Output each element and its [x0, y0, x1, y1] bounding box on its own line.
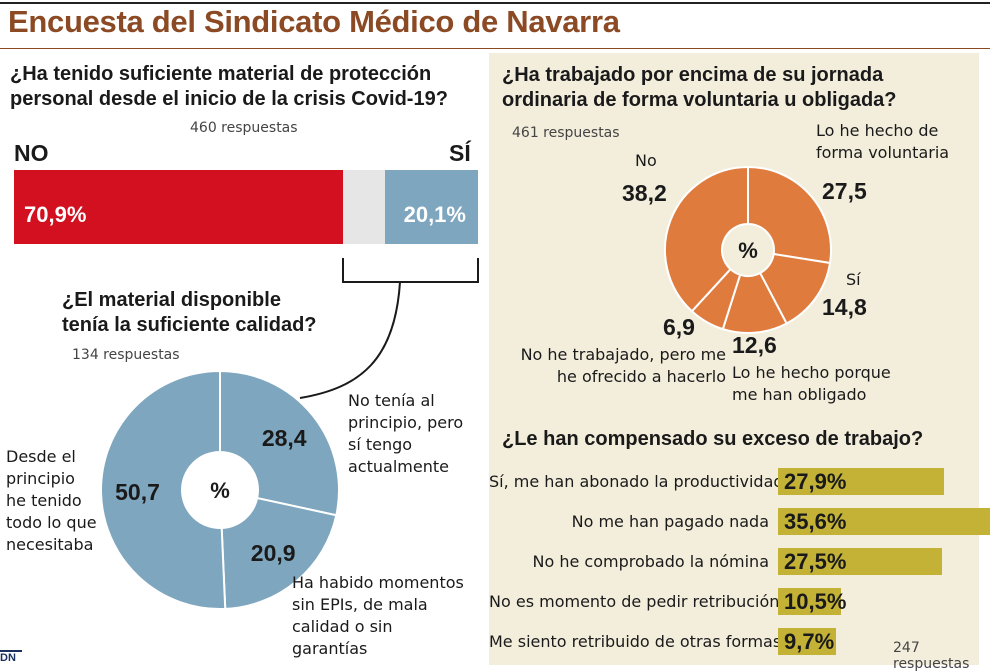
- q1-title-line2: personal desde el inicio de la crisis Co…: [10, 88, 448, 110]
- q3-label-obl-line: Lo he hecho porque: [732, 363, 891, 382]
- q4-value-label: 27,9%: [784, 469, 847, 494]
- q3-slice: [664, 166, 749, 313]
- q2-value-label: 20,9: [251, 540, 296, 566]
- q2-label-a-line: todo lo que: [6, 513, 97, 532]
- q3-label-vol-line: Lo he hecho de: [816, 121, 939, 140]
- q3-label-notrab-line: No he trabajado, pero me: [520, 345, 726, 364]
- q2-label-a-line: necesitaba: [6, 535, 94, 554]
- q4-value-label: 27,5%: [784, 549, 847, 574]
- q1-bracket-connector: [299, 258, 479, 399]
- q4-bar-chart: Sí, me han abonado la productividad 27,9%…: [489, 460, 990, 660]
- q2-label-c-line: Ha habido momentos: [292, 573, 464, 592]
- q1-bar-remainder: [342, 170, 385, 244]
- q3-value-obl: 12,6: [732, 332, 777, 358]
- q4-value-label: 9,7%: [784, 629, 835, 654]
- q4-value-label: 10,5%: [784, 589, 847, 614]
- q4-category-label: Me siento retribuido de otras formas: [489, 632, 782, 651]
- q3-label-vol-line: forma voluntaria: [816, 143, 950, 162]
- q3-label-si: Sí: [846, 270, 861, 289]
- q3-donut-chart: %: [664, 166, 832, 334]
- q3-title-line2: ordinaria de forma voluntaria u obligada…: [502, 89, 897, 111]
- q3-label-no: No: [635, 151, 657, 170]
- q3-center-label: %: [738, 238, 758, 263]
- q3-label-notrab-line: he ofrecido a hacerlo: [556, 367, 726, 386]
- q1-stacked-bar: 70,9% 20,1%: [14, 170, 478, 244]
- top-rule: [0, 2, 990, 4]
- q4-category-label: Sí, me han abonado la productividad: [489, 472, 784, 491]
- q2-responses: 134 respuestas: [72, 347, 180, 363]
- q4-title: ¿Le han compensado su exceso de trabajo?: [502, 428, 924, 450]
- q1-bar-no: 70,9%: [14, 170, 343, 244]
- q3-label-obl: Lo he hecho porque me han obligado: [732, 362, 891, 406]
- title-rule: [0, 48, 990, 49]
- q2-label-b-line: sí tengo: [348, 435, 413, 454]
- q1-responses: 460 respuestas: [190, 120, 298, 136]
- q2-center-label: %: [210, 478, 230, 503]
- q2-label-c: Ha habido momentos sin EPIs, de mala cal…: [292, 572, 464, 660]
- q2-slice: [100, 370, 227, 610]
- q3-value-si: 14,8: [822, 294, 867, 320]
- dn-logo: DN: [0, 650, 22, 670]
- q2-label-a-line: Desde el: [6, 447, 76, 466]
- q4-value-label: 35,6%: [784, 509, 847, 534]
- q4-bar: [778, 508, 990, 535]
- q3-label-obl-line: me han obligado: [732, 385, 867, 404]
- q2-label-c-line: calidad o sin: [292, 617, 393, 636]
- q2-label-c-line: garantías: [292, 639, 368, 658]
- q2-title-line1: ¿El material disponible: [62, 289, 281, 311]
- q3-value-notrab: 6,9: [663, 314, 695, 340]
- q4-bar: [778, 628, 836, 655]
- q2-label-c-line: sin EPIs, de mala: [292, 595, 428, 614]
- q2-label-b-line: No tenía al: [348, 391, 435, 410]
- q1-no-value: 70,9%: [24, 202, 87, 227]
- q2-label-a: Desde el principio he tenido todo lo que…: [6, 446, 97, 556]
- q3-value-vol: 27,5: [822, 178, 867, 204]
- q2-title-line2: tenía la suficiente calidad?: [62, 314, 317, 336]
- q1-no-label: NO: [14, 140, 49, 166]
- q4-category-label: No me han pagado nada: [571, 512, 769, 531]
- q2-label-b-line: actualmente: [348, 457, 449, 476]
- q4-bar: [778, 588, 841, 615]
- q3-title-line1: ¿Ha trabajado por encima de su jornada: [502, 64, 884, 86]
- q4-responses: 247 respuestas: [893, 640, 970, 672]
- q2-label-a-line: principio: [6, 469, 75, 488]
- q2-slice: [219, 370, 340, 517]
- q2-label-b-line: principio, pero: [348, 413, 464, 432]
- q1-title-line1: ¿Ha tenido suficiente material de protec…: [10, 63, 432, 85]
- q4-category-label: No he comprobado la nómina: [532, 552, 770, 571]
- q2-value-label: 50,7: [115, 479, 160, 505]
- q4-bar: [778, 468, 945, 495]
- q3-slice: [747, 166, 832, 265]
- q4-category-label: No es momento de pedir retribución: [489, 592, 780, 611]
- q1-si-label: SÍ: [449, 140, 471, 166]
- q3-responses: 461 respuestas: [512, 125, 620, 141]
- q4-bar: [778, 548, 942, 575]
- q3-label-notrab: No he trabajado, pero me he ofrecido a h…: [506, 344, 726, 388]
- q1-si-value: 20,1%: [403, 202, 466, 227]
- q2-donut-chart: 28,4 20,9 50,7%: [100, 370, 340, 610]
- q1-bar-si: 20,1%: [384, 170, 478, 244]
- q2-label-b: No tenía al principio, pero sí tengo act…: [348, 390, 463, 478]
- q3-value-no: 38,2: [622, 180, 667, 206]
- q2-value-label: 28,4: [262, 425, 307, 451]
- q2-slice: [220, 496, 338, 610]
- main-title: Encuesta del Sindicato Médico de Navarra: [8, 4, 620, 39]
- q2-label-a-line: he tenido: [6, 491, 82, 510]
- q3-label-vol: Lo he hecho de forma voluntaria: [816, 120, 949, 164]
